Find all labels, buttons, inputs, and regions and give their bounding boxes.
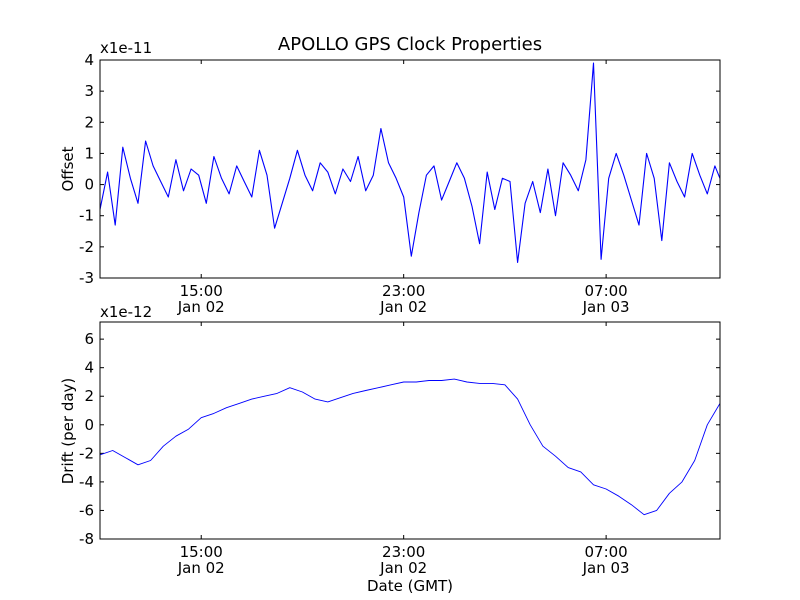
drift-y-tick-label: -8 — [79, 530, 94, 548]
offset-x-tick-time-label: 15:00 — [180, 282, 223, 300]
offset-series-line — [100, 62, 720, 263]
offset-y-axis-label: Offset — [59, 146, 77, 191]
drift-axes-frame — [99, 321, 721, 540]
offset-y-tick-label: 0 — [84, 176, 94, 194]
drift-x-tick-time-label: 23:00 — [382, 543, 425, 561]
offset-x-tick-time-label: 07:00 — [585, 282, 628, 300]
drift-y-tick-label: 4 — [84, 359, 94, 377]
drift-multiplier-label: x1e-12 — [100, 303, 152, 321]
drift-series-line — [100, 378, 720, 516]
drift-x-tick-date-label: Jan 03 — [582, 559, 630, 577]
chart-title: APOLLO GPS Clock Properties — [278, 34, 542, 55]
offset-multiplier-label: x1e-11 — [100, 39, 152, 57]
offset-y-tick-label: -1 — [79, 207, 94, 225]
offset-x-tick-date-label: Jan 03 — [582, 298, 630, 316]
offset-y-tick-label: 4 — [84, 51, 94, 69]
offset-subplot: APOLLO GPS Clock Properties x1e-11 Offse… — [59, 34, 721, 316]
offset-y-tick-label: 3 — [84, 82, 94, 100]
drift-y-tick-label: 0 — [84, 416, 94, 434]
drift-y-axis-label: Drift (per day) — [59, 378, 77, 485]
drift-y-tick-label: 2 — [84, 387, 94, 405]
offset-y-tick-label: 1 — [84, 144, 94, 162]
drift-subplot: x1e-12 Drift (per day) Date (GMT) -8 -6 -4… — [59, 303, 721, 595]
drift-x-tick-date-label: Jan 02 — [177, 559, 225, 577]
offset-y-tick-label: -2 — [79, 238, 94, 256]
offset-y-tick-label: 2 — [84, 113, 94, 131]
offset-y-tick-label: -3 — [79, 269, 94, 287]
drift-y-tick-label: -2 — [79, 444, 94, 462]
offset-axes-frame — [99, 59, 721, 279]
drift-x-tick-time-label: 07:00 — [585, 543, 628, 561]
offset-x-tick-time-label: 23:00 — [382, 282, 425, 300]
drift-y-tick-label: -6 — [79, 501, 94, 519]
offset-x-tick-date-label: Jan 02 — [177, 298, 225, 316]
x-axis-label: Date (GMT) — [367, 577, 453, 595]
drift-y-tick-label: 6 — [84, 330, 94, 348]
offset-x-tick-date-label: Jan 02 — [379, 298, 427, 316]
drift-x-tick-date-label: Jan 02 — [379, 559, 427, 577]
drift-y-tick-label: -4 — [79, 473, 94, 491]
drift-x-tick-time-label: 15:00 — [180, 543, 223, 561]
